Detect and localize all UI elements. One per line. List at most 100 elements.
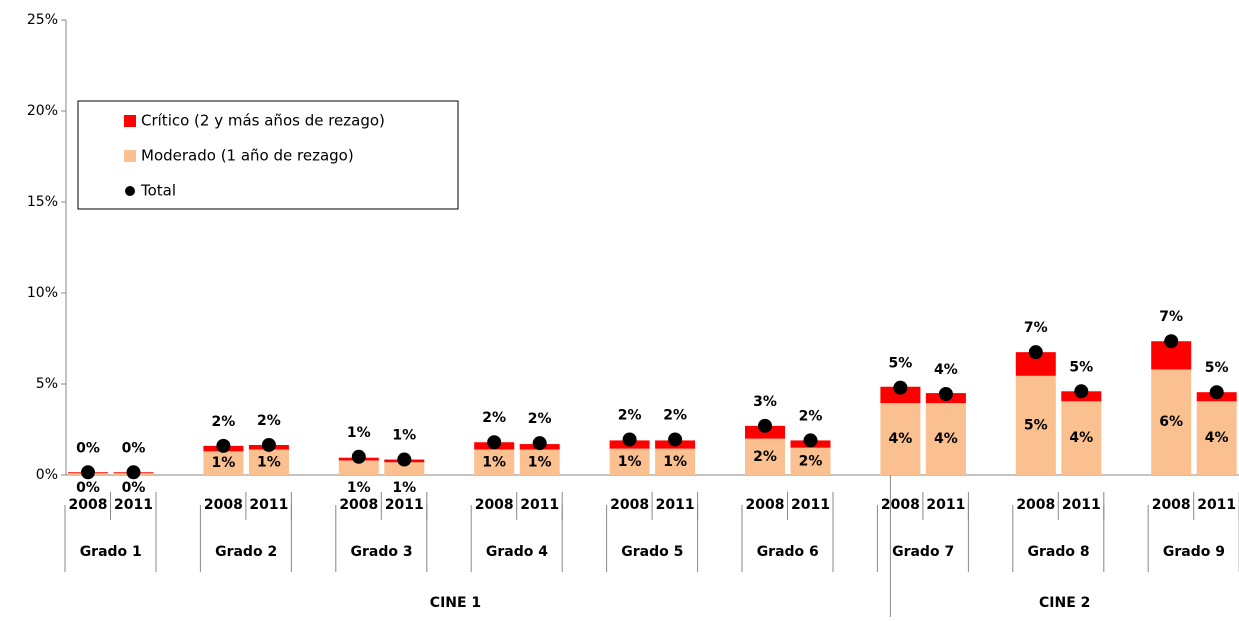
bar-segment bbox=[925, 403, 966, 475]
data-label: 4% bbox=[1069, 430, 1093, 446]
data-label: 5% bbox=[889, 356, 913, 372]
group-label: Grado 4 bbox=[486, 544, 548, 560]
x-tick-label: 2008 bbox=[69, 497, 108, 513]
x-tick-label: 2008 bbox=[1016, 497, 1055, 513]
data-label: 2% bbox=[753, 449, 777, 465]
data-label: 4% bbox=[1205, 430, 1229, 446]
total-marker bbox=[487, 435, 502, 450]
data-label: 5% bbox=[1024, 417, 1048, 433]
data-label: 2% bbox=[663, 408, 687, 424]
group-label: Grado 2 bbox=[215, 544, 277, 560]
legend-label: Total bbox=[140, 182, 176, 200]
group-label: Grado 1 bbox=[80, 544, 142, 560]
x-tick-label: 2011 bbox=[114, 497, 153, 513]
bar-segment bbox=[203, 451, 244, 475]
data-label: 1% bbox=[663, 454, 687, 470]
total-marker bbox=[1028, 345, 1043, 360]
x-tick-label: 2008 bbox=[881, 497, 920, 513]
data-label: 2% bbox=[482, 410, 506, 426]
total-marker bbox=[938, 387, 953, 402]
data-label: 0% bbox=[122, 440, 146, 456]
supergroup-label: CINE 1 bbox=[430, 595, 481, 611]
total-marker bbox=[1074, 384, 1089, 399]
y-tick-label: 25% bbox=[27, 12, 58, 28]
supergroup-label: CINE 2 bbox=[1039, 595, 1090, 611]
x-tick-label: 2011 bbox=[656, 497, 695, 513]
x-tick-label: 2011 bbox=[926, 497, 965, 513]
x-tick-label: 2011 bbox=[1062, 497, 1101, 513]
total-marker bbox=[81, 465, 95, 480]
x-tick-label: 2008 bbox=[746, 497, 785, 513]
bar-segment bbox=[880, 386, 921, 404]
x-tick-label: 2008 bbox=[610, 497, 649, 513]
legend-label: Moderado (1 año de rezago) bbox=[141, 147, 354, 165]
data-label: 0% bbox=[76, 480, 100, 496]
x-tick-label: 2008 bbox=[475, 497, 514, 513]
data-label: 7% bbox=[1024, 320, 1048, 336]
x-tick-label: 2011 bbox=[249, 497, 288, 513]
data-label: 1% bbox=[618, 454, 642, 470]
group-label: Grado 3 bbox=[350, 544, 412, 560]
bar-segment bbox=[1061, 401, 1102, 475]
legend-swatch bbox=[124, 115, 136, 127]
legend-swatch bbox=[124, 150, 136, 162]
group-label: Grado 9 bbox=[1163, 544, 1225, 560]
legend-box bbox=[77, 100, 459, 210]
bar-segment bbox=[1196, 401, 1237, 475]
total-marker bbox=[1209, 385, 1224, 400]
x-tick-label: 2011 bbox=[520, 497, 559, 513]
total-marker bbox=[668, 432, 683, 447]
data-label: 2% bbox=[799, 453, 823, 469]
data-label: 1% bbox=[347, 425, 371, 441]
x-tick-label: 2011 bbox=[791, 497, 830, 513]
y-tick-label: 15% bbox=[27, 194, 58, 210]
total-marker bbox=[758, 418, 772, 433]
group-label: Grado 7 bbox=[892, 544, 954, 560]
data-label: 1% bbox=[347, 480, 371, 496]
legend-swatch bbox=[125, 186, 135, 196]
total-marker bbox=[893, 380, 908, 395]
x-tick-label: 2011 bbox=[1197, 497, 1236, 513]
bar-segment bbox=[384, 462, 425, 475]
data-label: 4% bbox=[934, 431, 958, 447]
total-marker bbox=[216, 438, 231, 453]
bar-segment bbox=[880, 403, 921, 475]
data-label: 2% bbox=[212, 414, 236, 430]
total-marker bbox=[622, 432, 637, 447]
x-tick-label: 2008 bbox=[339, 497, 378, 513]
data-label: 4% bbox=[889, 431, 913, 447]
y-tick-label: 10% bbox=[27, 285, 58, 301]
data-label: 6% bbox=[1159, 414, 1183, 430]
group-label: Grado 6 bbox=[757, 544, 819, 560]
group-label: Grado 8 bbox=[1027, 544, 1089, 560]
total-marker bbox=[397, 452, 412, 467]
bar-segment bbox=[790, 447, 831, 475]
group-label: Grado 5 bbox=[621, 544, 683, 560]
bar-segment bbox=[338, 460, 379, 475]
data-label: 0% bbox=[76, 440, 100, 456]
data-label: 1% bbox=[257, 454, 281, 470]
data-label: 2% bbox=[618, 408, 642, 424]
total-marker bbox=[532, 436, 547, 451]
total-marker bbox=[261, 437, 276, 452]
bar-segment bbox=[1015, 352, 1056, 376]
bar-segment bbox=[519, 449, 560, 475]
total-marker bbox=[126, 465, 141, 480]
bar-segment bbox=[1151, 369, 1192, 475]
data-label: 1% bbox=[392, 428, 416, 444]
bar-segment bbox=[609, 448, 650, 475]
x-tick-label: 2011 bbox=[385, 497, 424, 513]
data-label: 1% bbox=[212, 455, 236, 471]
data-label: 2% bbox=[799, 408, 823, 424]
bar-segment bbox=[745, 438, 785, 475]
bar-segment bbox=[474, 449, 515, 475]
total-marker bbox=[1164, 334, 1179, 349]
y-tick-label: 0% bbox=[36, 467, 58, 483]
x-tick-label: 2008 bbox=[1152, 497, 1191, 513]
data-label: 3% bbox=[753, 394, 777, 410]
y-tick-label: 5% bbox=[36, 376, 58, 392]
data-label: 7% bbox=[1159, 309, 1183, 325]
data-label: 0% bbox=[122, 480, 146, 496]
data-label: 5% bbox=[1069, 359, 1093, 375]
